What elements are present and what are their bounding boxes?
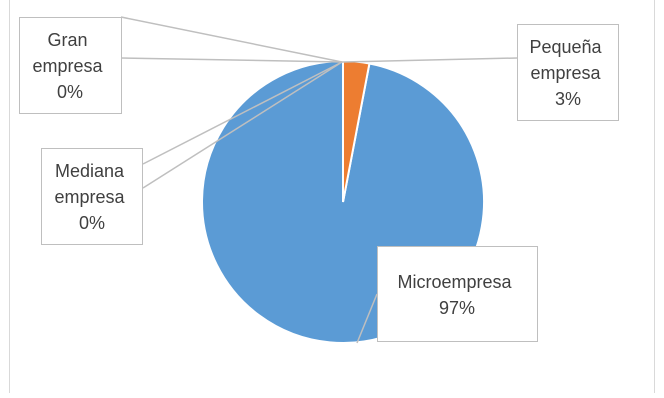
callout-label-line1: Microempresa: [397, 272, 512, 292]
callout-box: [377, 246, 538, 342]
callout-label-line1: Mediana: [55, 161, 125, 181]
callout-label-line1: Pequeña: [529, 37, 602, 57]
leader-gran-empresa-2: [120, 57, 343, 63]
callout-label-line2: empresa: [530, 63, 601, 83]
callout-label: Mediana empresa 0%: [54, 161, 129, 233]
callout-label-line2: empresa: [54, 187, 125, 207]
callout-box: [19, 17, 122, 114]
callout-percent: 3%: [555, 89, 581, 109]
callout-label-line1: Gran: [47, 30, 87, 50]
leader-lines: [120, 16, 518, 344]
leader-gran-empresa: [120, 16, 343, 63]
callout-label-line2: empresa: [32, 56, 103, 76]
callout-label: Microempresa 97%: [397, 272, 516, 318]
callout-percent: 0%: [79, 213, 105, 233]
callout-gran-empresa: Gran empresa 0%: [19, 17, 122, 114]
leader-mediana-empresa-2: [142, 61, 343, 189]
callout-mediana-empresa: Mediana empresa 0%: [41, 148, 143, 245]
callout-box: [517, 24, 619, 121]
callout-microempresa: Microempresa 97%: [377, 246, 538, 342]
callout-box: [41, 148, 143, 245]
callout-label: Pequeña empresa 3%: [529, 37, 606, 109]
callout-percent: 0%: [57, 82, 83, 102]
callout-percent: 97%: [439, 298, 475, 318]
leader-pequena-empresa: [341, 57, 518, 63]
callout-label: Gran empresa 0%: [32, 30, 107, 102]
leader-mediana-empresa: [142, 61, 343, 165]
callout-pequena-empresa: Pequeña empresa 3%: [517, 24, 619, 121]
leader-microempresa: [356, 293, 378, 344]
